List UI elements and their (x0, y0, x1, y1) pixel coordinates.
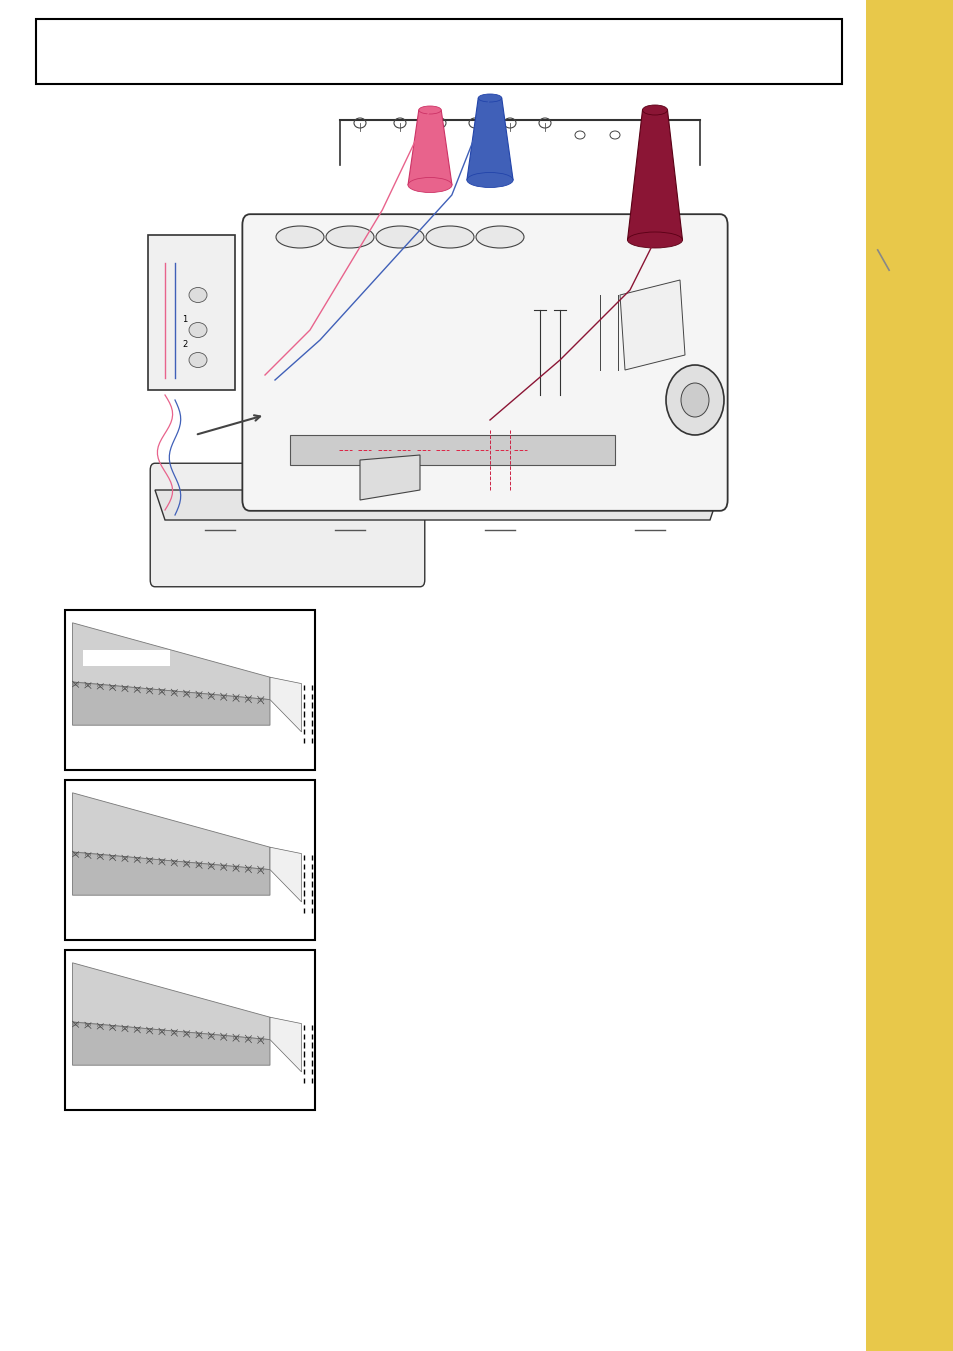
Ellipse shape (426, 226, 474, 249)
Polygon shape (270, 847, 301, 902)
Polygon shape (627, 109, 681, 240)
Polygon shape (154, 490, 720, 520)
Bar (36, 19, 841, 84)
Polygon shape (72, 852, 270, 896)
Bar (65, 611, 314, 770)
Polygon shape (270, 677, 301, 732)
Ellipse shape (189, 353, 207, 367)
Ellipse shape (641, 105, 667, 115)
Bar (82, 650, 170, 666)
Bar (65, 780, 314, 940)
Polygon shape (270, 1017, 301, 1071)
Bar (865, 0, 953, 1351)
Polygon shape (72, 793, 270, 870)
Ellipse shape (408, 177, 452, 192)
Bar (290, 435, 615, 465)
Ellipse shape (189, 288, 207, 303)
FancyBboxPatch shape (150, 463, 424, 586)
Polygon shape (72, 963, 270, 1040)
Text: 2: 2 (182, 340, 188, 350)
Ellipse shape (189, 323, 207, 338)
Polygon shape (72, 682, 270, 725)
Polygon shape (359, 455, 419, 500)
Ellipse shape (275, 226, 324, 249)
Polygon shape (619, 280, 684, 370)
Text: 1: 1 (182, 316, 188, 324)
Polygon shape (466, 99, 513, 180)
Ellipse shape (665, 365, 723, 435)
Polygon shape (72, 623, 270, 700)
Polygon shape (408, 109, 452, 185)
Ellipse shape (418, 105, 440, 113)
Bar (148, 235, 234, 390)
Ellipse shape (476, 226, 523, 249)
Ellipse shape (375, 226, 423, 249)
Ellipse shape (466, 173, 513, 188)
Bar (65, 950, 314, 1111)
FancyBboxPatch shape (242, 215, 727, 511)
Ellipse shape (680, 382, 708, 417)
Ellipse shape (326, 226, 374, 249)
Polygon shape (72, 1021, 270, 1065)
Ellipse shape (627, 232, 681, 249)
Ellipse shape (477, 95, 501, 101)
